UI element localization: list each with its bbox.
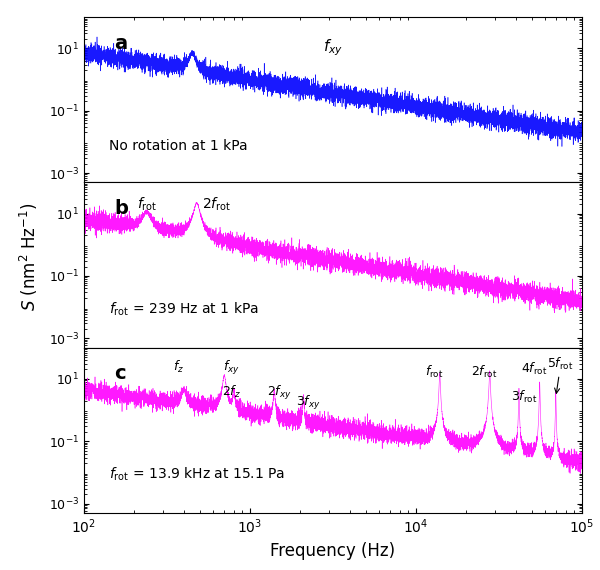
Text: $f_{\rm rot}$: $f_{\rm rot}$ [425, 364, 444, 380]
Text: $2f_{xy}$: $2f_{xy}$ [267, 384, 292, 402]
Text: $S$ (nm$^2$ Hz$^{-1}$): $S$ (nm$^2$ Hz$^{-1}$) [18, 202, 40, 311]
Text: $\bf{b}$: $\bf{b}$ [114, 199, 129, 218]
Text: $5f_{\rm rot}$: $5f_{\rm rot}$ [547, 356, 574, 393]
Text: $f_{xy}$: $f_{xy}$ [223, 359, 240, 377]
Text: $f_{\rm rot}$ = 13.9 kHz at 15.1 Pa: $f_{\rm rot}$ = 13.9 kHz at 15.1 Pa [109, 466, 285, 483]
Text: $2f_z$: $2f_z$ [222, 384, 241, 400]
Text: $2f_{\rm rot}$: $2f_{\rm rot}$ [472, 364, 498, 380]
Text: No rotation at 1 kPa: No rotation at 1 kPa [109, 139, 248, 153]
Text: $f_z$: $f_z$ [173, 359, 185, 376]
Text: $3f_{\rm rot}$: $3f_{\rm rot}$ [511, 389, 537, 405]
Text: $f_{\rm rot}$ = 239 Hz at 1 kPa: $f_{\rm rot}$ = 239 Hz at 1 kPa [109, 300, 259, 318]
Text: $4f_{\rm rot}$: $4f_{\rm rot}$ [521, 361, 548, 377]
X-axis label: Frequency (Hz): Frequency (Hz) [271, 542, 395, 560]
Text: $\bf{c}$: $\bf{c}$ [114, 364, 126, 383]
Text: $2f_{\rm rot}$: $2f_{\rm rot}$ [202, 196, 232, 213]
Text: $3f_{xy}$: $3f_{xy}$ [296, 394, 321, 412]
Text: $\bf{a}$: $\bf{a}$ [114, 34, 128, 52]
Text: $f_{\rm rot}$: $f_{\rm rot}$ [137, 196, 157, 213]
Text: $f_{xy}$: $f_{xy}$ [323, 37, 343, 58]
